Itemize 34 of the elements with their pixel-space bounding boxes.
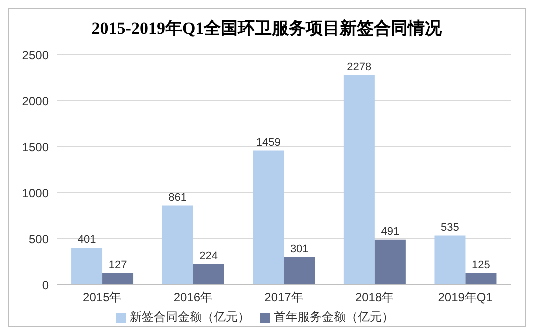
y-tick-label: 1500 xyxy=(22,140,50,154)
y-tick-label: 2500 xyxy=(22,48,50,62)
bar xyxy=(162,206,194,285)
bar xyxy=(284,257,316,285)
bar xyxy=(102,273,134,285)
x-tick-label: 2018年 xyxy=(355,290,394,305)
bar xyxy=(193,264,224,285)
y-tick-label: 2000 xyxy=(22,94,50,108)
x-tick-label: 2016年 xyxy=(174,290,213,305)
data-label: 535 xyxy=(441,222,460,234)
bar xyxy=(72,248,103,285)
bar xyxy=(344,75,375,285)
x-tick-label: 2015年 xyxy=(83,290,122,305)
data-label: 2278 xyxy=(347,61,372,74)
y-tick-label: 500 xyxy=(28,232,50,246)
bar xyxy=(434,236,466,285)
bar xyxy=(374,240,406,285)
y-tick-label: 0 xyxy=(42,278,50,292)
legend-label: 新签合同金额（亿元） xyxy=(130,310,250,324)
data-label: 224 xyxy=(200,250,218,262)
data-label: 125 xyxy=(472,260,490,272)
data-label: 401 xyxy=(78,234,96,246)
x-tick-label: 2017年 xyxy=(264,290,304,305)
bar xyxy=(466,274,497,285)
data-label: 1459 xyxy=(256,136,281,149)
data-label: 301 xyxy=(290,243,309,256)
data-label: 127 xyxy=(108,259,128,272)
data-label: 491 xyxy=(381,226,400,238)
chart-title: 2015-2019年Q1全国环卫服务项目新签合同情况 xyxy=(90,18,444,40)
data-label: 861 xyxy=(168,192,188,204)
bar xyxy=(253,150,284,285)
y-tick-label: 1000 xyxy=(22,186,50,200)
legend-label: 首年服务金额（亿元） xyxy=(274,310,394,324)
x-tick-label: 2019年Q1 xyxy=(438,290,494,305)
